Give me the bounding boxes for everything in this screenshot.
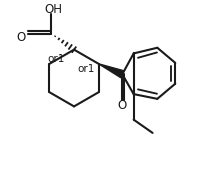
Text: OH: OH xyxy=(44,3,62,16)
Polygon shape xyxy=(99,64,124,78)
Text: or1: or1 xyxy=(78,64,95,74)
Text: O: O xyxy=(118,99,127,112)
Text: O: O xyxy=(16,31,25,44)
Text: or1: or1 xyxy=(47,54,65,64)
